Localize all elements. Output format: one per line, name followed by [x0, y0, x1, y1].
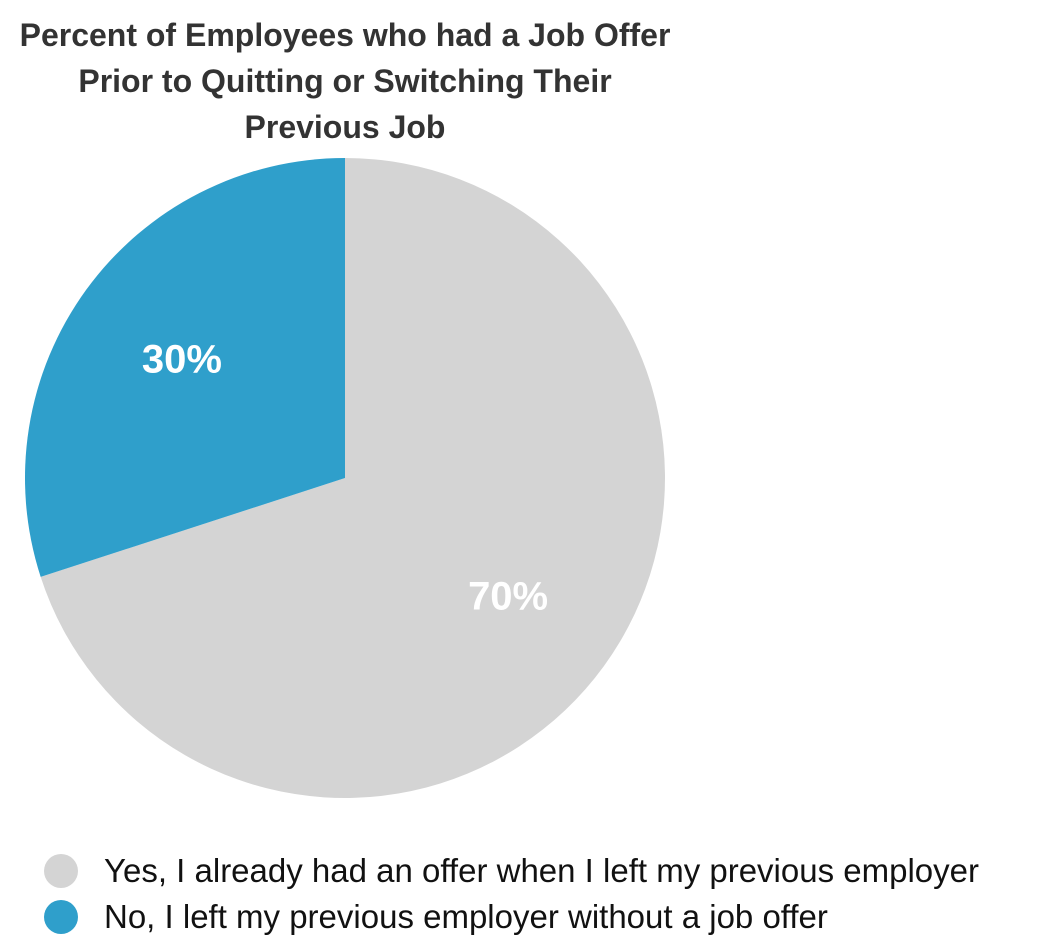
pie-slices: [24, 158, 665, 798]
legend: Yes, I already had an offer when I left …: [44, 848, 979, 940]
pie-label-no: 30%: [142, 338, 222, 382]
chart-title-line-2: Prior to Quitting or Switching Their: [78, 63, 612, 99]
legend-label-yes: Yes, I already had an offer when I left …: [104, 852, 979, 889]
chart-title-line-1: Percent of Employees who had a Job Offer: [19, 17, 671, 53]
chart-title: Percent of Employees who had a Job Offer…: [0, 12, 690, 150]
pie-data-labels: 70% 30%: [142, 338, 548, 619]
legend-label-no: No, I left my previous employer without …: [104, 898, 828, 935]
pie-label-yes: 70%: [468, 575, 548, 619]
legend-item-no: No, I left my previous employer without …: [44, 894, 979, 940]
legend-item-yes: Yes, I already had an offer when I left …: [44, 848, 979, 894]
legend-swatch-yes: [44, 854, 78, 888]
pie-slice-yes: [40, 158, 665, 798]
pie-slice-no: [24, 158, 346, 577]
legend-swatch-no: [44, 900, 78, 934]
chart-title-line-3: Previous Job: [244, 109, 446, 145]
